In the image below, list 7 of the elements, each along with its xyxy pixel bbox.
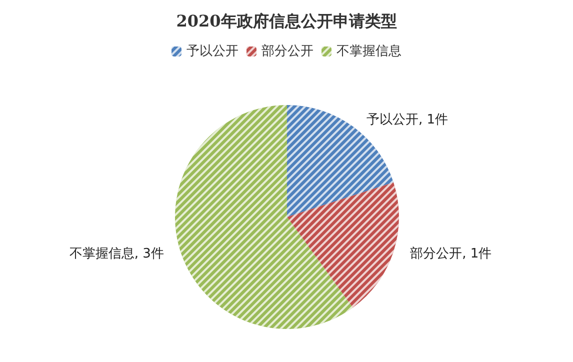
chart-title: 2020年政府信息公开申请类型	[176, 12, 397, 30]
data-label: 予以公开, 1件	[366, 112, 448, 128]
data-label: 部分公开, 1件	[410, 246, 492, 262]
legend-label: 不掌握信息	[336, 44, 402, 59]
data-label: 不掌握信息, 3件	[69, 246, 164, 262]
legend-label: 部分公开	[262, 44, 314, 59]
legend-label: 予以公开	[186, 44, 238, 59]
